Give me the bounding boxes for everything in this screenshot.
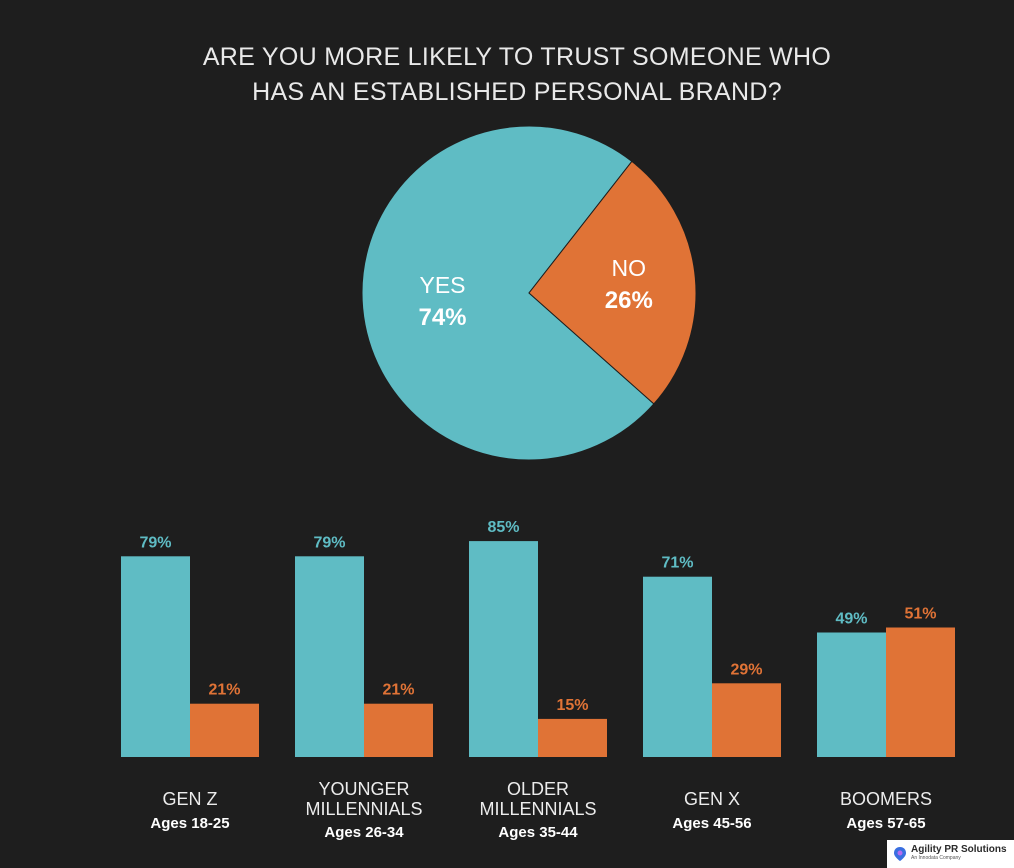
category-name-2-1: MILLENNIALS bbox=[479, 799, 596, 819]
chart-title: ARE YOU MORE LIKELY TO TRUST SOMEONE WHO… bbox=[0, 40, 1014, 110]
category-age-4: Ages 57-65 bbox=[846, 815, 925, 832]
category-age-2: Ages 35-44 bbox=[498, 824, 578, 841]
category-age-0: Ages 18-25 bbox=[150, 815, 229, 832]
category-name-1-1: MILLENNIALS bbox=[305, 799, 422, 819]
pie-label-no: NO bbox=[612, 255, 647, 281]
category-name-3-0: GEN X bbox=[684, 789, 740, 809]
category-name-2-0: OLDER bbox=[507, 779, 569, 799]
pie-value-yes: 74% bbox=[418, 304, 466, 331]
pie-value-no: 26% bbox=[605, 287, 653, 314]
category-name-1-0: YOUNGER bbox=[318, 779, 409, 799]
bar-label-yes-4: 49% bbox=[835, 611, 867, 628]
bar-label-no-2: 15% bbox=[556, 697, 588, 714]
chart-title-line-2: HAS AN ESTABLISHED PERSONAL BRAND? bbox=[252, 78, 782, 106]
bar-yes-4 bbox=[817, 632, 886, 757]
bar-label-no-0: 21% bbox=[208, 682, 240, 699]
bar-label-yes-1: 79% bbox=[313, 534, 345, 551]
bar-label-no-1: 21% bbox=[382, 682, 414, 699]
bar-label-yes-2: 85% bbox=[487, 519, 519, 536]
pie-slice-no bbox=[528, 160, 697, 405]
bar-label-yes-3: 71% bbox=[661, 555, 693, 572]
logo-name: Agility PR Solutions bbox=[911, 844, 1007, 855]
bar-yes-0 bbox=[121, 556, 190, 757]
category-name-0-0: GEN Z bbox=[162, 789, 217, 809]
chart-title-line-1: ARE YOU MORE LIKELY TO TRUST SOMEONE WHO bbox=[202, 43, 832, 71]
bar-yes-1 bbox=[295, 556, 364, 757]
bar-label-no-4: 51% bbox=[904, 606, 936, 623]
category-age-1: Ages 26-34 bbox=[324, 824, 404, 841]
agility-pr-logo: Agility PR Solutions An Innodata Company bbox=[887, 840, 1014, 868]
agility-logo-icon bbox=[894, 847, 906, 861]
bar-yes-2 bbox=[469, 541, 538, 757]
bar-no-1 bbox=[364, 703, 433, 757]
logo-tagline: An Innodata Company bbox=[911, 855, 961, 861]
category-age-3: Ages 45-56 bbox=[672, 815, 751, 832]
pie-label-yes: YES bbox=[419, 272, 465, 298]
bar-no-4 bbox=[886, 627, 955, 757]
bar-label-yes-0: 79% bbox=[139, 534, 171, 551]
bar-yes-3 bbox=[643, 576, 712, 757]
bar-no-0 bbox=[190, 703, 259, 757]
pie-slice-yes bbox=[361, 125, 655, 461]
bar-label-no-3: 29% bbox=[730, 661, 762, 678]
bar-no-2 bbox=[538, 718, 607, 757]
category-name-4-0: BOOMERS bbox=[840, 789, 932, 809]
bar-no-3 bbox=[712, 683, 781, 757]
